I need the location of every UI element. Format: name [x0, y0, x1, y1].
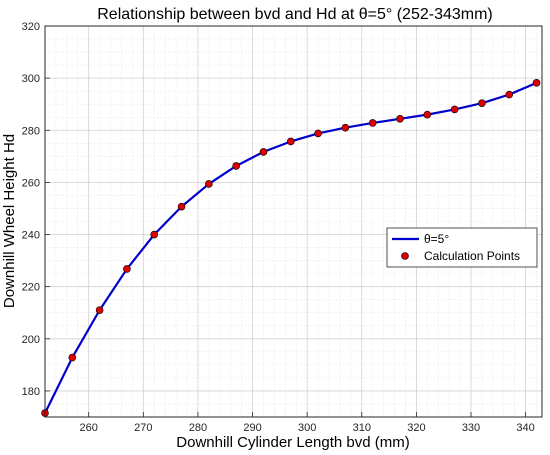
x-tick-label: 280 — [189, 422, 207, 434]
calculation-point — [341, 123, 350, 132]
y-tick-label: 180 — [22, 386, 40, 398]
calculation-point — [259, 148, 268, 156]
y-axis-title: Downhill Wheel Height Hd — [1, 134, 18, 308]
legend-marker-swatch — [401, 252, 409, 260]
x-tick-label: 330 — [462, 422, 480, 434]
legend-label-points: Calculation Points — [424, 249, 520, 263]
calculation-point — [478, 99, 486, 107]
calculation-point — [177, 202, 186, 211]
axis-ticks — [45, 25, 527, 417]
y-tick-label: 220 — [22, 282, 40, 294]
calculation-point — [150, 230, 159, 239]
y-tick-label: 280 — [22, 125, 40, 137]
y-tick-label: 200 — [22, 334, 40, 346]
y-tick-labels: 180 200 220 240 260 280 300 320 — [22, 21, 40, 398]
x-tick-label: 300 — [298, 422, 316, 434]
calculation-point — [423, 110, 432, 119]
calculation-point — [505, 90, 514, 99]
y-tick-label: 300 — [22, 73, 40, 85]
calculation-point — [205, 180, 213, 188]
calculation-point — [68, 353, 77, 362]
calculation-point — [95, 306, 104, 314]
y-tick-label: 240 — [22, 230, 40, 242]
calculation-point — [286, 137, 295, 146]
y-tick-label: 320 — [22, 21, 40, 33]
x-tick-label: 260 — [80, 422, 98, 434]
calculation-point — [532, 79, 541, 87]
calculation-point — [450, 105, 459, 114]
series-marker-group — [41, 79, 541, 417]
x-tick-label: 270 — [134, 422, 152, 434]
plot-area — [41, 25, 543, 418]
calculation-point — [396, 114, 404, 123]
legend-box — [386, 227, 538, 268]
legend: θ=5° Calculation Points — [386, 227, 538, 268]
calculation-point — [123, 265, 131, 273]
calculation-point — [368, 119, 377, 127]
x-axis-title: Downhill Cylinder Length bvd (mm) — [176, 434, 409, 451]
y-tick-label: 260 — [22, 177, 40, 189]
x-tick-label: 290 — [243, 422, 261, 434]
chart-title: Relationship between bvd and Hd at θ=5° … — [97, 6, 493, 23]
calculation-point — [314, 129, 322, 138]
calculation-point — [232, 162, 240, 170]
x-tick-label: 310 — [353, 422, 371, 434]
x-tick-labels: 260 270 280 290 300 310 320 330 340 — [80, 422, 535, 434]
x-tick-label: 320 — [407, 422, 425, 434]
x-tick-label: 340 — [516, 422, 534, 434]
minor-grid — [44, 26, 542, 418]
legend-label-line: θ=5° — [424, 232, 449, 246]
plot-frame — [44, 25, 543, 418]
